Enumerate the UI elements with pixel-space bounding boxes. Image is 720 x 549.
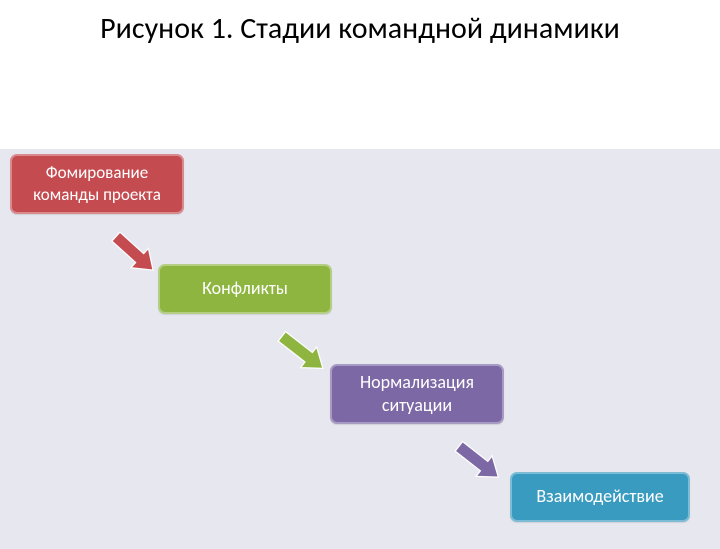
stage-formation: Фомирование команды проекта	[10, 154, 184, 214]
diagram-canvas: Фомирование команды проекта Конфликты Но…	[0, 54, 720, 549]
page-title: Рисунок 1. Стадии командной динамики	[0, 0, 720, 54]
stage-conflicts: Конфликты	[158, 264, 332, 314]
stage-normalization: Нормализация ситуации	[330, 364, 504, 424]
stage-interaction: Взаимодействие	[510, 472, 690, 522]
